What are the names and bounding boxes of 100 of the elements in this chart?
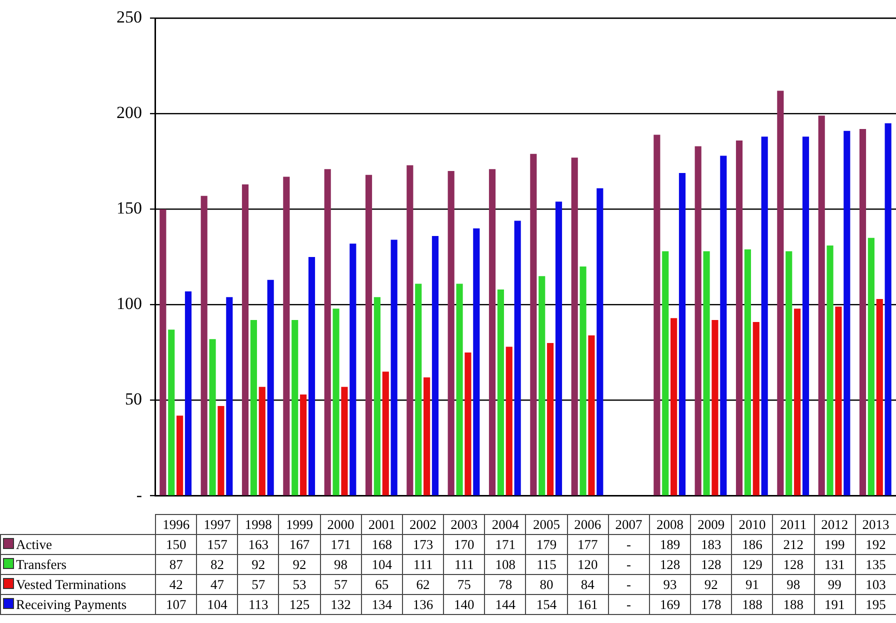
data-label: 103 bbox=[855, 574, 896, 594]
data-label: 157 bbox=[196, 534, 238, 554]
bar bbox=[456, 284, 463, 496]
bar bbox=[226, 297, 233, 496]
bar bbox=[761, 136, 768, 496]
data-label: 65 bbox=[361, 574, 402, 594]
bar bbox=[588, 335, 595, 496]
data-label: 57 bbox=[320, 574, 362, 594]
data-label: 131 bbox=[814, 554, 856, 574]
bar bbox=[308, 257, 316, 496]
legend-label: Active bbox=[0, 534, 156, 554]
bar bbox=[390, 240, 398, 496]
x-tick-label: 2003 bbox=[444, 514, 485, 534]
data-label: 104 bbox=[361, 554, 402, 574]
bar bbox=[514, 220, 521, 496]
bar bbox=[678, 172, 686, 496]
data-label: 140 bbox=[444, 594, 485, 614]
data-label: 92 bbox=[690, 574, 732, 594]
x-tick-label: 1999 bbox=[278, 514, 320, 534]
bar bbox=[571, 158, 578, 496]
bar bbox=[547, 342, 554, 496]
bar bbox=[786, 251, 792, 496]
data-label: 113 bbox=[238, 594, 279, 614]
data-label: 62 bbox=[402, 574, 444, 594]
y-tick-label: 250 bbox=[116, 8, 142, 27]
bar bbox=[209, 339, 216, 496]
bar bbox=[365, 174, 372, 496]
bar bbox=[184, 291, 192, 496]
data-label: 171 bbox=[484, 534, 526, 554]
bar bbox=[160, 209, 166, 496]
bar bbox=[777, 90, 784, 496]
x-tick-label: 2009 bbox=[690, 514, 732, 534]
bar bbox=[218, 406, 224, 496]
x-tick-label: 2008 bbox=[649, 514, 691, 534]
data-label: 47 bbox=[196, 574, 238, 594]
bar bbox=[292, 320, 298, 496]
x-tick-label: 2005 bbox=[526, 514, 568, 534]
bar bbox=[802, 136, 810, 496]
bar bbox=[844, 130, 850, 496]
x-tick-label: 2007 bbox=[608, 514, 650, 534]
data-label: 161 bbox=[567, 594, 608, 614]
data-label: 80 bbox=[526, 574, 568, 594]
x-tick-label: 2001 bbox=[361, 514, 402, 534]
bar bbox=[432, 236, 439, 496]
data-label: 163 bbox=[238, 534, 279, 554]
text: - bbox=[626, 556, 632, 572]
bar bbox=[555, 202, 562, 496]
data-label: 188 bbox=[732, 594, 773, 614]
x-tick-label: 2011 bbox=[772, 514, 814, 534]
data-label: 134 bbox=[361, 594, 402, 614]
bar bbox=[826, 246, 834, 496]
data-label: 183 bbox=[690, 534, 732, 554]
bar bbox=[464, 352, 472, 496]
legend-label: Receiving Payments bbox=[0, 594, 156, 614]
x-tick-label: 2000 bbox=[320, 514, 362, 534]
data-label: 144 bbox=[484, 594, 526, 614]
bar bbox=[350, 244, 356, 496]
y-tick-label: 100 bbox=[116, 294, 142, 314]
bar bbox=[712, 320, 718, 496]
x-tick-label: 2013 bbox=[855, 514, 896, 534]
x-tick-label: 2012 bbox=[814, 514, 856, 534]
y-tick-label: 50 bbox=[125, 390, 142, 409]
bar bbox=[473, 228, 480, 496]
data-label: 178 bbox=[690, 594, 732, 614]
bar bbox=[596, 188, 604, 496]
data-label: 135 bbox=[855, 554, 896, 574]
data-label: 84 bbox=[567, 574, 608, 594]
x-tick-label: 1996 bbox=[156, 514, 197, 534]
data-label: 115 bbox=[526, 554, 568, 574]
data-label: 154 bbox=[526, 594, 568, 614]
data-label: 42 bbox=[156, 574, 197, 594]
bar bbox=[703, 251, 710, 496]
data-label: 125 bbox=[278, 594, 320, 614]
bar bbox=[694, 146, 702, 496]
data-label: 53 bbox=[278, 574, 320, 594]
bar bbox=[283, 176, 290, 496]
data-label: 167 bbox=[278, 534, 320, 554]
bar bbox=[382, 372, 389, 496]
bar bbox=[818, 116, 825, 496]
bar bbox=[250, 320, 257, 496]
bar bbox=[415, 284, 422, 496]
bar bbox=[267, 280, 274, 496]
data-label: 189 bbox=[649, 534, 691, 554]
bar bbox=[530, 154, 537, 496]
data-label: 104 bbox=[196, 594, 238, 614]
bar bbox=[488, 169, 496, 496]
bar bbox=[884, 123, 892, 496]
data-label: 57 bbox=[238, 574, 279, 594]
bar bbox=[200, 196, 208, 496]
data-label: 129 bbox=[732, 554, 773, 574]
bar bbox=[176, 416, 184, 496]
data-label: 92 bbox=[278, 554, 320, 574]
bar bbox=[736, 140, 743, 496]
text: - bbox=[626, 576, 632, 592]
bar bbox=[324, 169, 331, 496]
data-label: 132 bbox=[320, 594, 362, 614]
bar bbox=[332, 308, 340, 496]
x-tick-label: 2006 bbox=[567, 514, 608, 534]
bar bbox=[868, 238, 874, 496]
bar bbox=[662, 251, 669, 496]
